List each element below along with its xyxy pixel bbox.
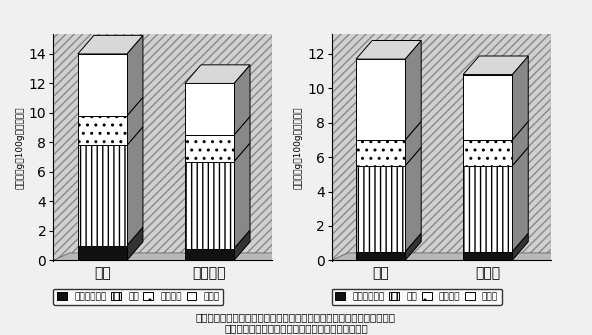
Bar [78,54,127,116]
Bar [53,260,272,273]
Bar [356,166,405,252]
Polygon shape [512,233,528,260]
Polygon shape [234,117,250,161]
Polygon shape [512,147,528,252]
Polygon shape [356,41,421,59]
Polygon shape [127,97,143,145]
Bar [356,140,405,166]
Polygon shape [512,121,528,166]
Bar [185,83,234,135]
Polygon shape [405,233,421,260]
Polygon shape [234,230,250,260]
Text: 第１図　リンゴ果実の糖濃度に及ぼす遮光処理（左図，品種ふじ）及び
　　　　　多着果処理（右図，品種つがる）の影響: 第１図 リンゴ果実の糖濃度に及ぼす遮光処理（左図，品種ふじ）及び 多着果処理（右… [196,312,396,333]
Bar [78,116,127,145]
Polygon shape [127,127,143,246]
Y-axis label: 糖濃度（g／100g・新鮮重）: 糖濃度（g／100g・新鮮重） [294,106,303,189]
Polygon shape [78,36,143,54]
Legend: ソルビトール, 果糖, ブドウ糖, ショ糖: ソルビトール, 果糖, ブドウ糖, ショ糖 [53,288,223,305]
Polygon shape [53,253,288,260]
Polygon shape [405,121,421,166]
Polygon shape [272,34,288,260]
Polygon shape [332,253,567,260]
Bar [463,252,512,260]
Polygon shape [234,65,250,135]
Legend: ソルビトール, 果糖, ブドウ糖, ショ糖: ソルビトール, 果糖, ブドウ糖, ショ糖 [332,288,501,305]
Polygon shape [185,65,250,83]
Polygon shape [405,41,421,140]
Bar [185,161,234,249]
Bar [185,249,234,260]
Polygon shape [551,34,567,260]
Bar [356,59,405,140]
Y-axis label: 糖濃度（g／100g・新鮮重）: 糖濃度（g／100g・新鮮重） [15,106,24,189]
Polygon shape [405,147,421,252]
Polygon shape [127,36,143,116]
Bar [78,246,127,260]
Bar [78,145,127,246]
Bar [463,140,512,166]
Bar [185,135,234,161]
Bar [332,260,551,273]
Bar [356,252,405,260]
Bar [463,166,512,252]
Polygon shape [463,56,528,75]
Bar [463,75,512,140]
Polygon shape [234,143,250,249]
Polygon shape [127,227,143,260]
Polygon shape [512,56,528,140]
